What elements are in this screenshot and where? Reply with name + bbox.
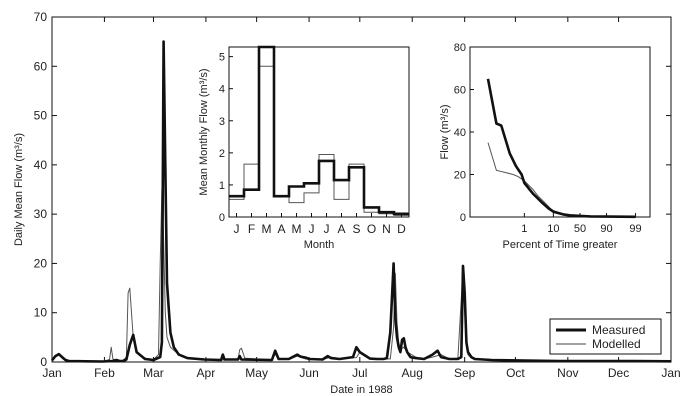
monthly-y-tick-label: 5	[219, 52, 225, 64]
duration-inset-x-axis-label: Percent of Time greater	[503, 239, 618, 251]
monthly-x-tick-label: O	[367, 222, 376, 236]
monthly-x-tick-label: J	[324, 222, 330, 236]
main-series-lines	[50, 40, 672, 363]
duration-y-tick-label: 20	[454, 170, 466, 182]
monthly-y-tick-label: 3	[219, 116, 225, 128]
main-y-tick-label: 40	[34, 158, 48, 172]
duration-y-tick-label: 60	[454, 85, 466, 97]
duration-inset-series	[486, 78, 636, 219]
monthly-x-tick-label: F	[248, 222, 255, 236]
monthly-x-tick-label: D	[397, 222, 406, 236]
duration-y-tick-label: 0	[460, 212, 466, 224]
monthly-inset-background	[177, 41, 413, 261]
legend-label-measured: Measured	[592, 323, 645, 337]
main-x-tick-label: May	[245, 366, 268, 380]
main-x-tick-label: Feb	[94, 366, 115, 380]
main-y-tick-label: 60	[34, 59, 48, 73]
main-x-tick-label: Aug	[402, 366, 423, 380]
duration-x-tick-label: 10	[547, 223, 559, 235]
main-x-tick-label: Dec	[608, 366, 629, 380]
monthly-inset-frame	[228, 46, 410, 218]
monthly-x-tick-label: J	[234, 222, 240, 236]
duration-y-tick-label: 40	[454, 127, 466, 139]
monthly-y-tick-label: 1	[219, 180, 225, 192]
monthly-y-tick-label: 0	[219, 212, 225, 224]
main-x-tick-label: Sep	[454, 366, 476, 380]
main-x-tick-label: Jun	[299, 366, 318, 380]
main-series-measured	[50, 40, 672, 363]
duration-x-tick-label: 90	[600, 223, 612, 235]
duration-x-tick-label: 1	[521, 223, 527, 235]
main-x-tick-label: Oct	[506, 366, 525, 380]
duration-inset-ticks: 0 20 40 60 80 1 10 50 90 99	[454, 42, 642, 235]
monthly-inset-series	[229, 45, 409, 216]
main-x-tick-label: Nov	[557, 366, 578, 380]
main-x-tick-label: Jan	[661, 366, 680, 380]
monthly-x-tick-label: S	[352, 222, 360, 236]
monthly-x-tick-label: A	[277, 222, 285, 236]
monthly-inset-x-axis-label: Month	[304, 239, 335, 251]
monthly-x-tick-label: A	[337, 222, 345, 236]
main-x-tick-label: Jan	[42, 366, 61, 380]
monthly-y-tick-label: 4	[219, 84, 225, 96]
main-plot-frame	[51, 16, 672, 363]
monthly-x-tick-label: M	[292, 222, 302, 236]
monthly-x-tick-label: N	[382, 222, 391, 236]
legend: Measured Modelled	[549, 318, 662, 355]
duration-x-tick-label: 50	[574, 223, 586, 235]
main-y-tick-label: 20	[34, 256, 48, 270]
duration-x-tick-label: 99	[629, 223, 641, 235]
main-y-tick-label: 10	[34, 306, 48, 320]
legend-label-modelled: Modelled	[592, 337, 641, 351]
main-y-tick-label: 50	[34, 109, 48, 123]
monthly-series-measured	[229, 45, 409, 216]
monthly-x-tick-label: J	[309, 222, 315, 236]
duration-series-measured	[486, 78, 636, 219]
main-x-tick-label: Apr	[197, 366, 216, 380]
main-y-tick-label: 0	[40, 355, 47, 369]
monthly-inset-y-axis-label: Mean Monthly Flow (m³/s)	[198, 68, 210, 195]
main-y-tick-label: 30	[34, 207, 48, 221]
duration-inset-chart: 0 20 40 60 80 1 10 50 90 99 Percent of Time great…	[418, 41, 654, 261]
duration-y-tick-label: 80	[454, 42, 466, 54]
main-y-tick-label: 70	[34, 10, 48, 24]
main-y-axis-label: Daily Mean Flow (m³/s)	[13, 133, 25, 246]
duration-inset-background	[418, 41, 654, 261]
main-x-tick-label: Jul	[352, 366, 367, 380]
legend-box	[549, 318, 662, 355]
monthly-x-tick-label: M	[262, 222, 272, 236]
main-x-tick-label: Mar	[143, 366, 164, 380]
monthly-y-tick-label: 2	[219, 148, 225, 160]
main-x-axis-label: Date in 1988	[330, 384, 392, 396]
duration-inset-y-axis-label: Flow (m³/s)	[439, 105, 451, 160]
